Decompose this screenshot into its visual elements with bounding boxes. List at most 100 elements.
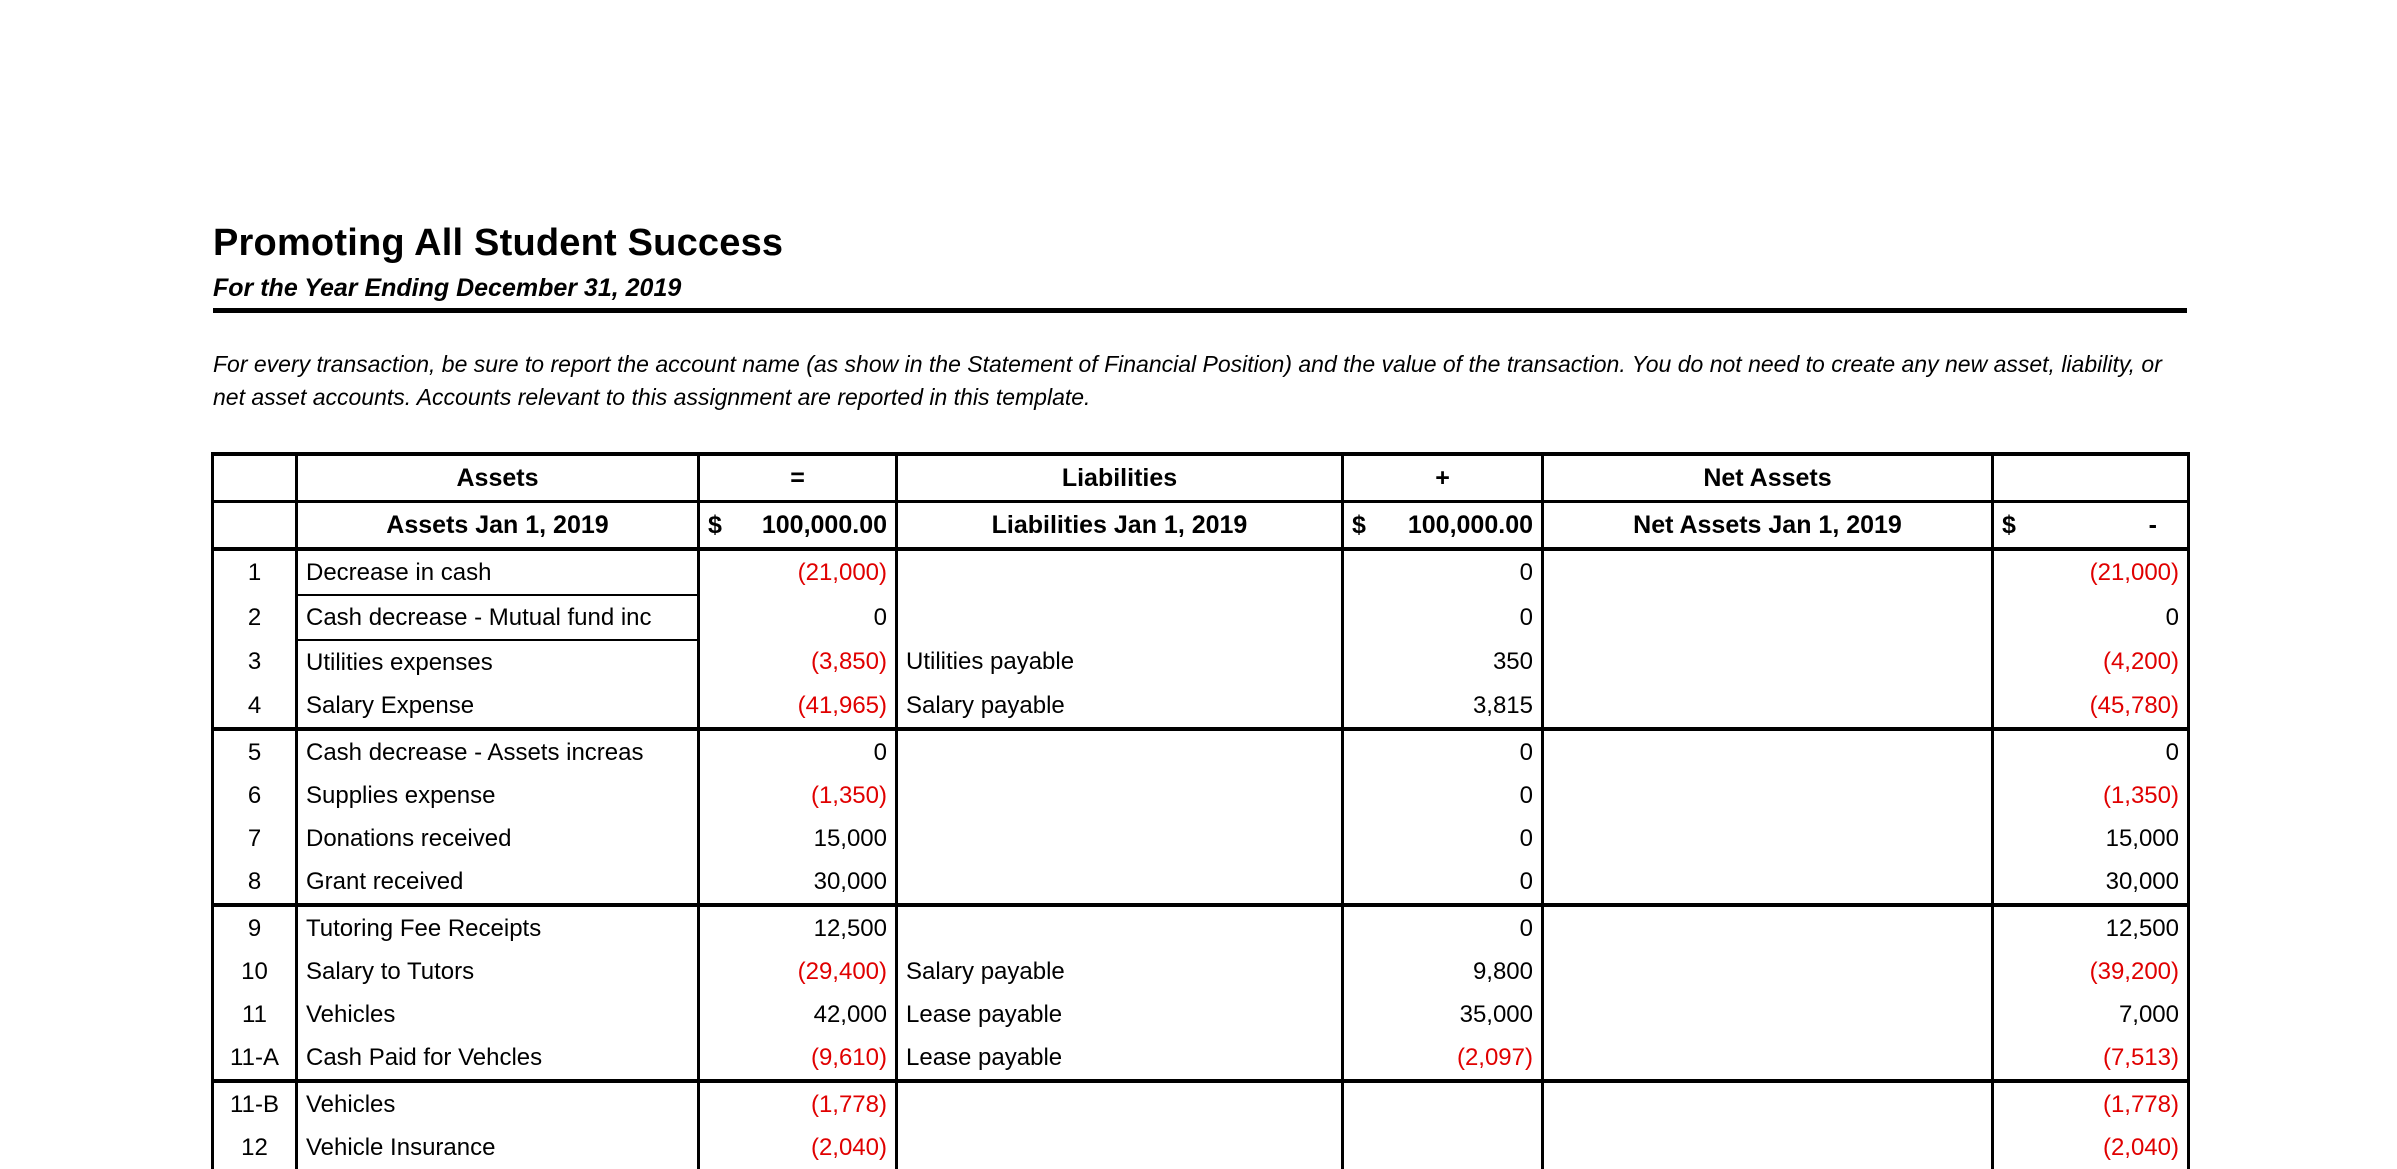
net-asset-amount-cell[interactable]: (7,513) [1992,1036,2190,1083]
liability-amount-cell[interactable]: (2,097) [1342,1036,1544,1083]
liability-account-cell[interactable]: Utilities payable [896,640,1344,684]
net-asset-amount-cell[interactable]: 12,500 [1992,905,2190,950]
net-asset-account-cell[interactable] [1542,905,1994,950]
asset-amount-cell[interactable]: (9,610) [698,1036,898,1083]
liability-amount-cell[interactable] [1342,1126,1544,1169]
row-number-cell[interactable]: 10 [211,950,298,993]
net-asset-amount-cell[interactable]: (2,040) [1992,1126,2190,1169]
row-number-cell[interactable]: 6 [211,774,298,817]
liability-amount-cell[interactable]: 35,000 [1342,993,1544,1036]
row-number-cell[interactable]: 11-B [211,1081,298,1126]
asset-amount-cell[interactable]: 30,000 [698,860,898,907]
net-asset-account-cell[interactable] [1542,1081,1994,1126]
liability-account-cell[interactable] [896,817,1344,860]
net-asset-account-cell[interactable] [1542,993,1994,1036]
net-asset-amount-cell[interactable]: (1,778) [1992,1081,2190,1126]
asset-account-cell[interactable]: Utilities expenses [296,640,700,684]
row-number-cell[interactable]: 3 [211,640,298,684]
asset-account-cell[interactable]: Cash Paid for Vehcles [296,1036,700,1083]
row-number-cell[interactable]: 2 [211,595,298,640]
net-asset-account-cell[interactable] [1542,817,1994,860]
liability-amount-cell[interactable]: 0 [1342,595,1544,640]
table-row[interactable]: 11-B Vehicles (1,778) (1,778) [211,1081,2190,1126]
table-row[interactable]: 1 Decrease in cash (21,000) 0 (21,000) [211,549,2190,596]
asset-account-cell[interactable]: Vehicles [296,1081,700,1126]
asset-account-cell[interactable]: Vehicle Insurance [296,1126,700,1169]
row-number-cell[interactable]: 5 [211,729,298,774]
net-asset-account-cell[interactable] [1542,950,1994,993]
table-row[interactable]: 9 Tutoring Fee Receipts 12,500 0 12,500 [211,905,2190,950]
table-row[interactable]: 8 Grant received 30,000 0 30,000 [211,860,2190,907]
net-asset-amount-cell[interactable]: (39,200) [1992,950,2190,993]
asset-amount-cell[interactable]: (41,965) [698,684,898,731]
table-row[interactable]: 11-A Cash Paid for Vehcles (9,610) Lease pa… [211,1036,2190,1083]
asset-amount-cell[interactable]: (2,040) [698,1126,898,1169]
net-asset-amount-cell[interactable]: 15,000 [1992,817,2190,860]
table-row[interactable]: 10 Salary to Tutors (29,400) Salary payable… [211,950,2190,993]
liability-account-cell[interactable]: Lease payable [896,993,1344,1036]
liability-account-cell[interactable] [896,774,1344,817]
table-row[interactable]: 3 Utilities expenses (3,850) Utilities paya… [211,640,2190,684]
liability-amount-cell[interactable]: 350 [1342,640,1544,684]
row-number-cell[interactable]: 11 [211,993,298,1036]
net-asset-amount-cell[interactable]: (21,000) [1992,549,2190,595]
liability-amount-cell[interactable] [1342,1081,1544,1126]
net-asset-account-cell[interactable] [1542,729,1994,774]
liability-amount-cell[interactable]: 0 [1342,549,1544,595]
table-row[interactable]: 7 Donations received 15,000 0 15,000 [211,817,2190,860]
row-number-cell[interactable]: 12 [211,1126,298,1169]
asset-amount-cell[interactable]: 0 [698,729,898,774]
liability-amount-cell[interactable]: 3,815 [1342,684,1544,731]
liability-account-cell[interactable]: Salary payable [896,684,1344,731]
net-asset-amount-cell[interactable]: 7,000 [1992,993,2190,1036]
net-asset-account-cell[interactable] [1542,549,1994,595]
liability-account-cell[interactable] [896,860,1344,907]
asset-amount-cell[interactable]: (1,778) [698,1081,898,1126]
liability-amount-cell[interactable]: 0 [1342,860,1544,907]
asset-amount-cell[interactable]: (29,400) [698,950,898,993]
net-asset-account-cell[interactable] [1542,774,1994,817]
row-number-cell[interactable]: 11-A [211,1036,298,1083]
liability-account-cell[interactable] [896,595,1344,640]
asset-account-cell[interactable]: Donations received [296,817,700,860]
net-asset-account-cell[interactable] [1542,1126,1994,1169]
row-number-cell[interactable]: 8 [211,860,298,907]
net-asset-amount-cell[interactable]: 0 [1992,729,2190,774]
asset-amount-cell[interactable]: 12,500 [698,905,898,950]
asset-amount-cell[interactable]: (1,350) [698,774,898,817]
net-asset-account-cell[interactable] [1542,640,1994,684]
liability-account-cell[interactable] [896,549,1344,595]
row-number-cell[interactable]: 4 [211,684,298,731]
asset-account-cell[interactable]: Cash decrease - Mutual fund inc [296,595,700,641]
asset-amount-cell[interactable]: 0 [698,595,898,640]
net-asset-amount-cell[interactable]: 30,000 [1992,860,2190,907]
liability-account-cell[interactable] [896,1081,1344,1126]
row-number-cell[interactable]: 7 [211,817,298,860]
table-row[interactable]: 11 Vehicles 42,000 Lease payable 35,000 7,000 [211,993,2190,1036]
net-asset-account-cell[interactable] [1542,860,1994,907]
net-asset-amount-cell[interactable]: 0 [1992,595,2190,640]
table-row[interactable]: 6 Supplies expense (1,350) 0 (1,350) [211,774,2190,817]
net-asset-account-cell[interactable] [1542,1036,1994,1083]
liability-amount-cell[interactable]: 0 [1342,774,1544,817]
table-row[interactable]: 5 Cash decrease - Assets increas 0 0 0 [211,729,2190,774]
table-row[interactable]: 2 Cash decrease - Mutual fund inc 0 0 0 [211,595,2190,641]
net-asset-amount-cell[interactable]: (45,780) [1992,684,2190,731]
asset-account-cell[interactable]: Tutoring Fee Receipts [296,905,700,950]
asset-amount-cell[interactable]: (3,850) [698,640,898,684]
asset-account-cell[interactable]: Cash decrease - Assets increas [296,729,700,774]
liability-account-cell[interactable]: Lease payable [896,1036,1344,1083]
table-row[interactable]: 4 Salary Expense (41,965) Salary payable 3,8… [211,684,2190,731]
net-asset-amount-cell[interactable]: (4,200) [1992,640,2190,684]
liability-account-cell[interactable] [896,905,1344,950]
net-asset-account-cell[interactable] [1542,684,1994,731]
liability-account-cell[interactable] [896,729,1344,774]
asset-account-cell[interactable]: Salary Expense [296,684,700,731]
asset-amount-cell[interactable]: 15,000 [698,817,898,860]
liability-amount-cell[interactable]: 0 [1342,729,1544,774]
asset-account-cell[interactable]: Vehicles [296,993,700,1036]
net-asset-amount-cell[interactable]: (1,350) [1992,774,2190,817]
row-number-cell[interactable]: 1 [211,549,298,595]
table-row[interactable]: 12 Vehicle Insurance (2,040) (2,040) [211,1126,2190,1169]
net-asset-account-cell[interactable] [1542,595,1994,640]
